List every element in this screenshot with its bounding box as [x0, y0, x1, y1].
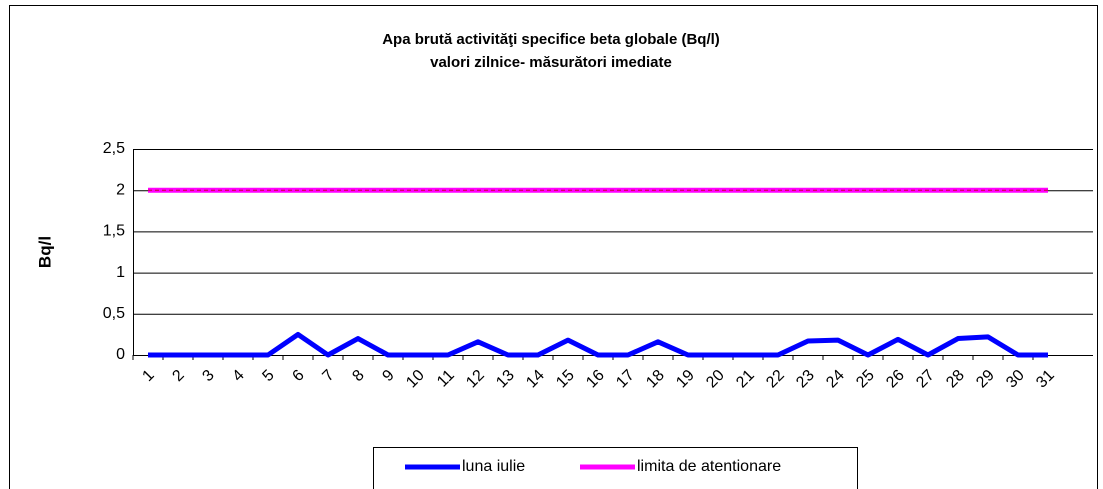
y-tick-label: 2,5 [103, 140, 125, 157]
y-tick-label: 0,5 [103, 305, 125, 322]
y-tick-label: 1 [116, 264, 125, 281]
legend-label: luna iulie [462, 458, 525, 475]
chart-subtitle: valori zilnice- măsurători imediate [430, 54, 672, 71]
chart-border [9, 5, 1098, 489]
y-tick-label: 0 [116, 346, 125, 363]
y-tick-label: 1,5 [103, 223, 125, 240]
legend-label: limita de atentionare [637, 458, 781, 475]
chart-title: Apa brută activităţi specifice beta glob… [382, 31, 720, 48]
y-axis-label: Bq/l [35, 236, 54, 268]
series-line [148, 331, 1048, 358]
y-tick-label: 2 [116, 181, 125, 198]
